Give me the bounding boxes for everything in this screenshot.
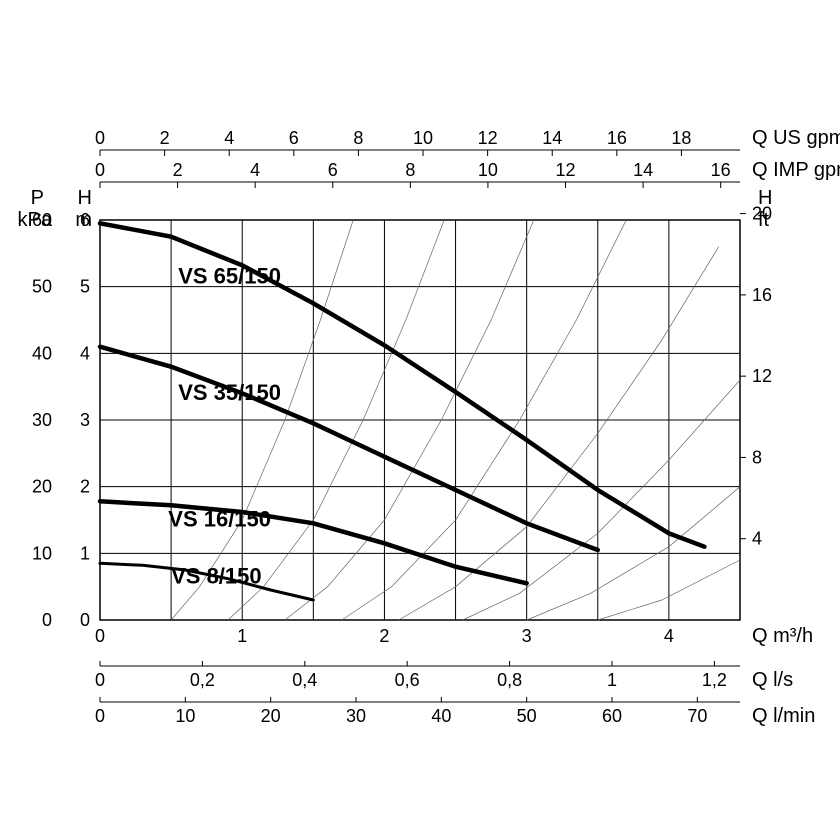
btitle-m3h: Q m³/h	[752, 625, 813, 647]
ytick-ft: 8	[752, 447, 762, 467]
blabel-lmin: 70	[687, 706, 707, 726]
blabel-m3h: 0	[95, 626, 105, 646]
ytick-kpa: 20	[32, 477, 52, 497]
curve-label: VS 8/150	[171, 563, 262, 588]
curve-label: VS 35/150	[178, 380, 281, 405]
tlabel-imp: 8	[405, 160, 415, 180]
tlabel-imp: 14	[633, 160, 653, 180]
ylabel-kPa: kPa	[18, 209, 53, 231]
blabel-ls: 0,2	[190, 670, 215, 690]
blabel-lmin: 20	[261, 706, 281, 726]
ylabel-m: m	[75, 209, 92, 231]
top-imp-title: Q IMP gpm	[752, 159, 840, 181]
tlabel-imp: 10	[478, 160, 498, 180]
ytick-m: 3	[80, 410, 90, 430]
ytick-m: 2	[80, 477, 90, 497]
tlabel-imp: 16	[711, 160, 731, 180]
blabel-ls: 0,8	[497, 670, 522, 690]
btitle-lmin: Q l/min	[752, 705, 815, 727]
blabel-ls: 0,4	[292, 670, 317, 690]
tlabel-us: 16	[607, 128, 627, 148]
tlabel-imp: 12	[555, 160, 575, 180]
blabel-m3h: 2	[379, 626, 389, 646]
blabel-ls: 0	[95, 670, 105, 690]
ylabel-ft: ft	[758, 209, 770, 231]
ylabel-Hft: H	[758, 187, 772, 209]
tlabel-us: 6	[289, 128, 299, 148]
tlabel-us: 4	[224, 128, 234, 148]
fan-line	[463, 380, 740, 620]
tlabel-imp: 4	[250, 160, 260, 180]
ytick-kpa: 10	[32, 543, 52, 563]
tlabel-us: 2	[160, 128, 170, 148]
blabel-lmin: 30	[346, 706, 366, 726]
ytick-ft: 12	[752, 366, 772, 386]
btitle-ls: Q l/s	[752, 669, 793, 691]
ytick-ft: 4	[752, 529, 762, 549]
blabel-m3h: 4	[664, 626, 674, 646]
ytick-m: 1	[80, 543, 90, 563]
top-us-title: Q US gpm	[752, 127, 840, 149]
blabel-ls: 0,6	[395, 670, 420, 690]
tlabel-us: 10	[413, 128, 433, 148]
curve-label: VS 65/150	[178, 263, 281, 288]
tlabel-us: 8	[353, 128, 363, 148]
ytick-m: 4	[80, 343, 90, 363]
blabel-lmin: 60	[602, 706, 622, 726]
ytick-kpa: 30	[32, 410, 52, 430]
ylabel-P: P	[31, 187, 44, 209]
ytick-ft: 16	[752, 285, 772, 305]
ytick-kpa: 40	[32, 343, 52, 363]
tlabel-imp: 2	[173, 160, 183, 180]
tlabel-us: 12	[478, 128, 498, 148]
blabel-ls: 1	[607, 670, 617, 690]
tlabel-us: 18	[671, 128, 691, 148]
blabel-lmin: 10	[175, 706, 195, 726]
curve-label: VS 16/150	[168, 507, 271, 532]
tlabel-imp: 0	[95, 160, 105, 180]
blabel-ls: 1,2	[702, 670, 727, 690]
pump-curve-chart: { "canvas": { "w": 840, "h": 840 }, "plo…	[0, 0, 840, 840]
blabel-lmin: 40	[431, 706, 451, 726]
blabel-m3h: 3	[522, 626, 532, 646]
blabel-lmin: 0	[95, 706, 105, 726]
ytick-kpa: 50	[32, 277, 52, 297]
ytick-m: 5	[80, 277, 90, 297]
tlabel-imp: 6	[328, 160, 338, 180]
blabel-lmin: 50	[517, 706, 537, 726]
ylabel-H: H	[78, 187, 92, 209]
ytick-kpa: 0	[42, 610, 52, 630]
ytick-m: 0	[80, 610, 90, 630]
tlabel-us: 0	[95, 128, 105, 148]
chart-svg: VS 65/150VS 35/150VS 16/150VS 8/15001234…	[0, 0, 840, 840]
tlabel-us: 14	[542, 128, 562, 148]
blabel-m3h: 1	[237, 626, 247, 646]
